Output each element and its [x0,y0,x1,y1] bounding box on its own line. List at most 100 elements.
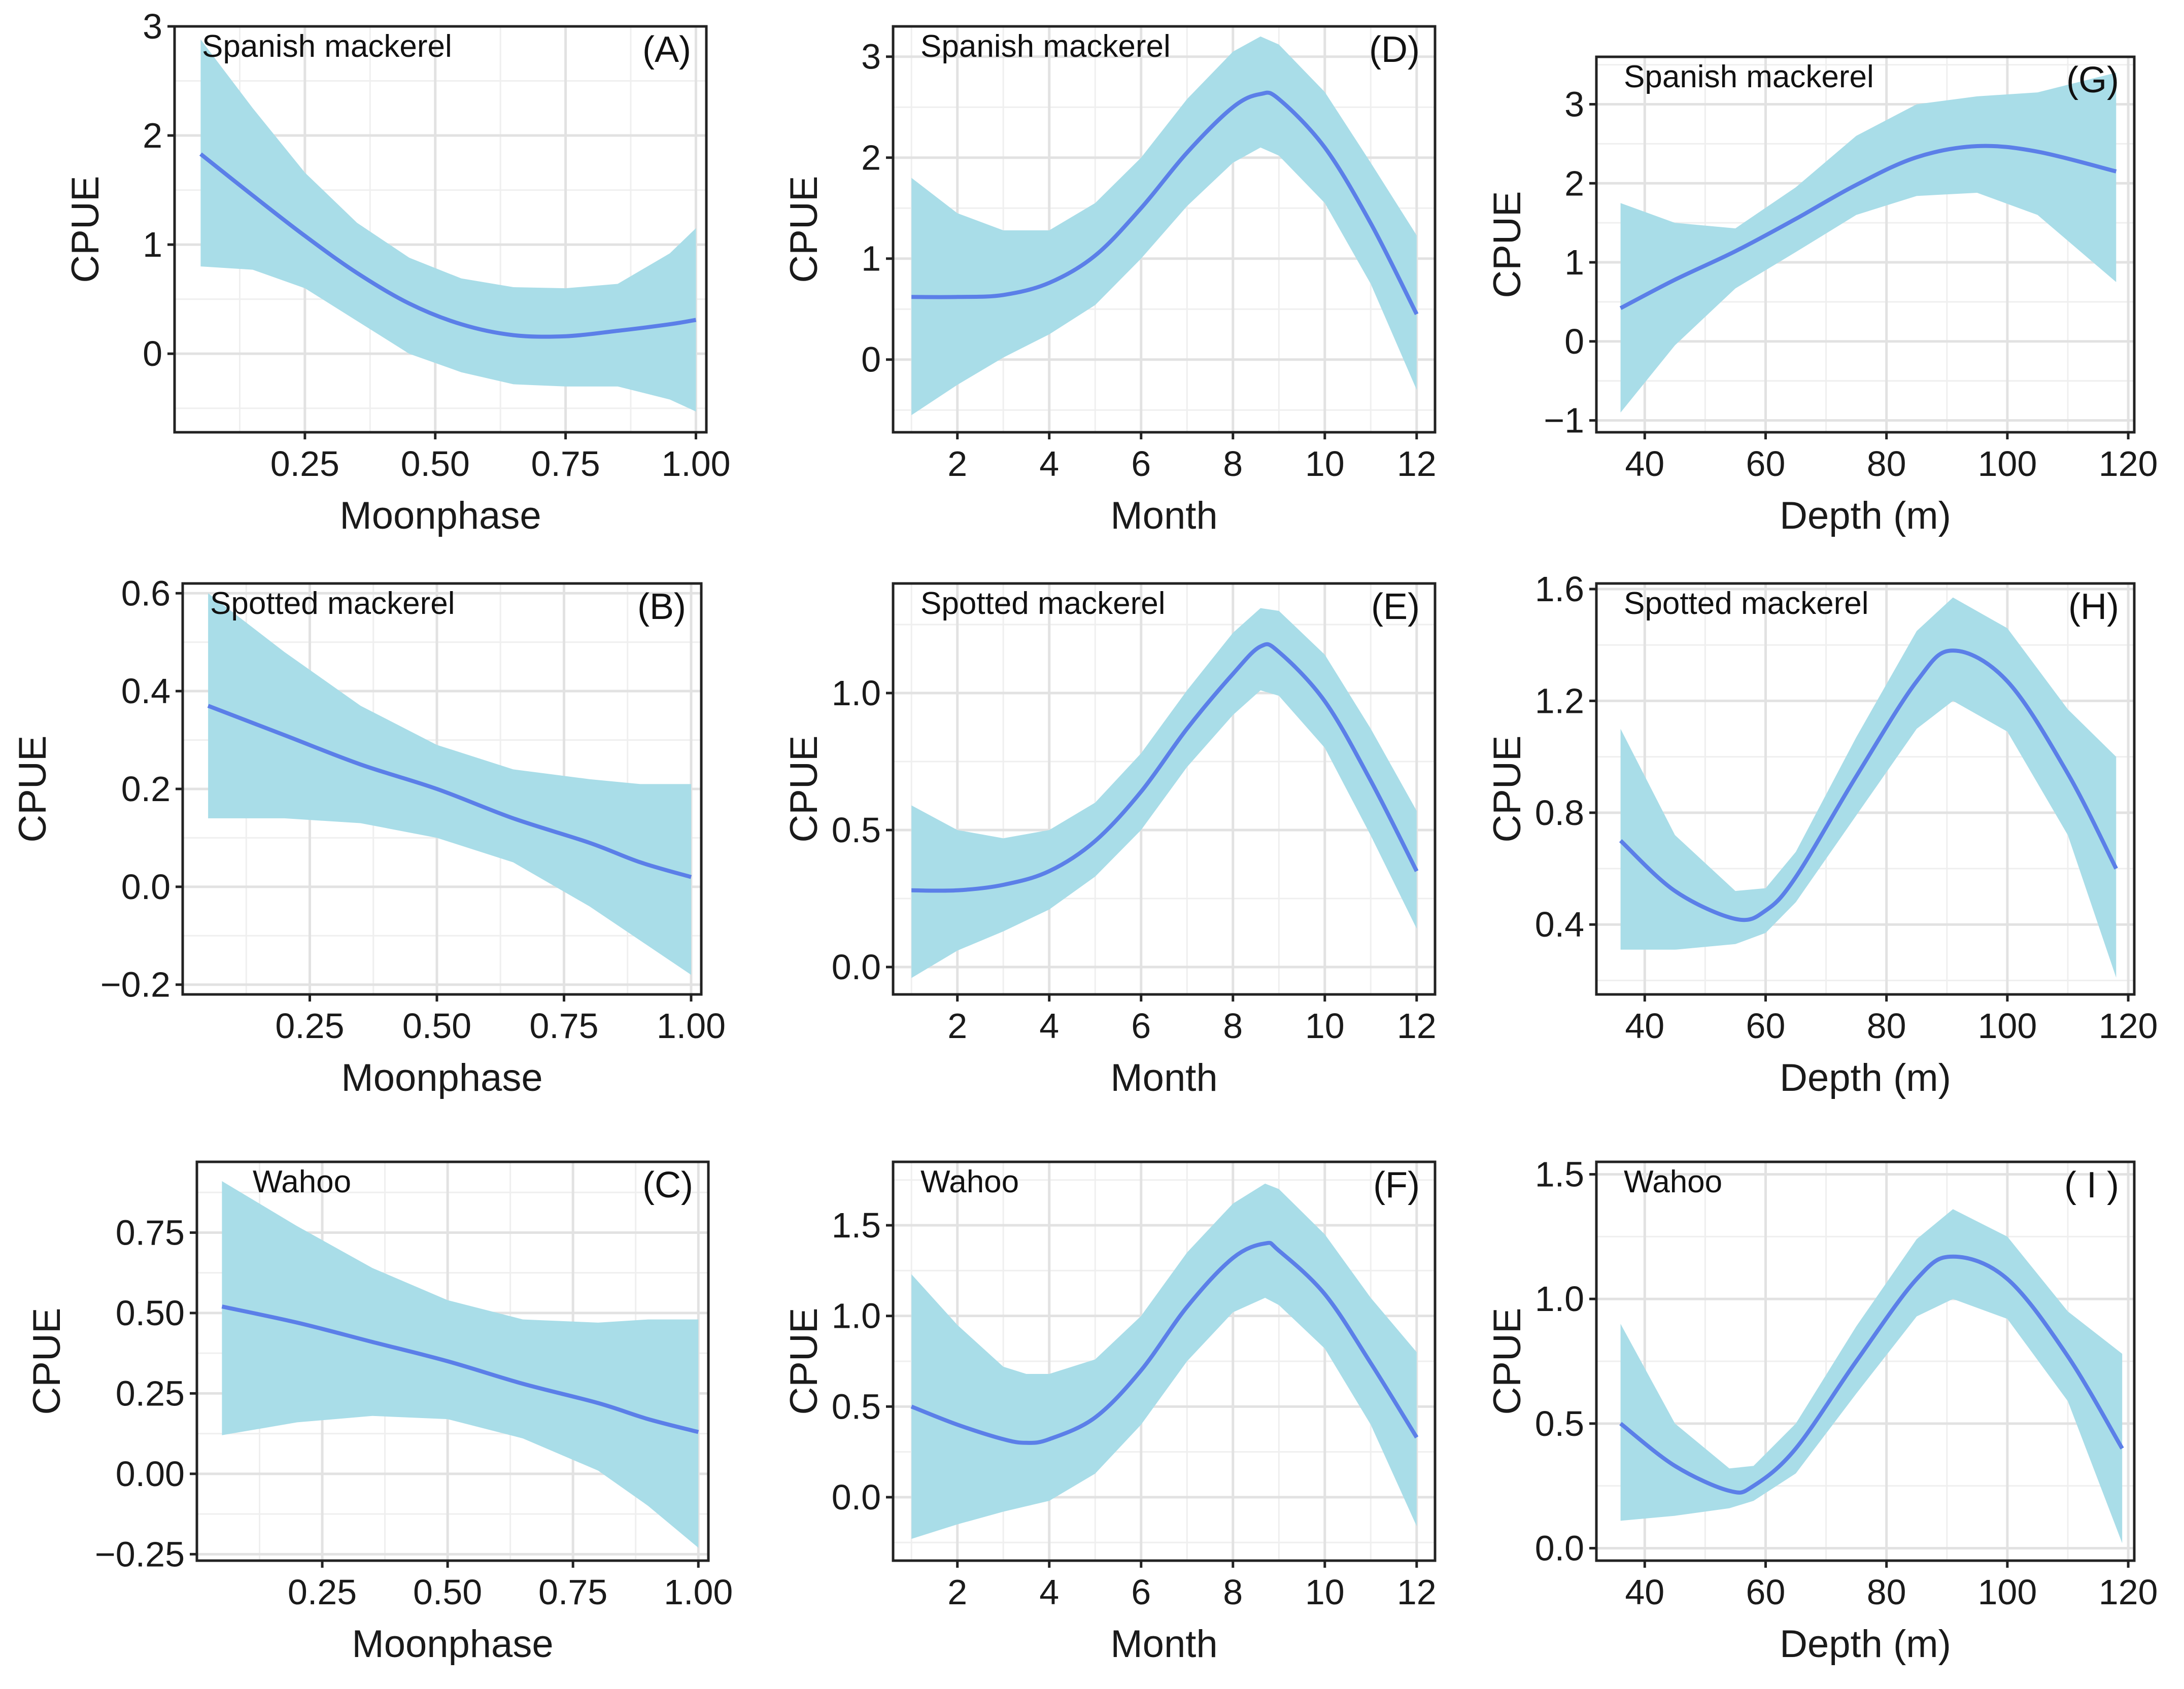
y-tick-label: 1.0 [832,673,881,713]
y-tick-label: 1 [143,225,162,264]
y-tick-label: 2 [1564,163,1584,203]
y-tick-label: 1.0 [1535,1279,1584,1319]
x-tick-label: 2 [947,1572,967,1612]
x-tick-label: 80 [1867,444,1906,484]
plot-frame [1595,1160,2136,1562]
y-tick-label: 0.0 [832,947,881,987]
x-tick-label: 40 [1625,1572,1664,1612]
y-tick-label: 1 [861,239,881,279]
x-tick-label: 100 [1977,444,2037,484]
confidence-ribbon [1620,1209,2123,1543]
species-label: Spanish mackerel [1624,59,1874,94]
x-axis-title: Depth (m) [1780,1623,1951,1666]
series-line [1619,144,2117,310]
x-axis-title: Depth (m) [1780,1056,1951,1099]
species-label: Wahoo [920,1164,1019,1199]
x-tick-label: 10 [1305,1006,1345,1046]
x-tick-label: 1.00 [657,1006,726,1046]
y-axis-title: CPUE [782,735,826,842]
x-tick-label: 60 [1746,1006,1786,1046]
series-line [910,1240,1419,1445]
series-line [207,704,692,879]
confidence-ribbon [911,608,1417,978]
plot-frame [195,1160,710,1562]
panel-tag: (G) [2066,60,2119,100]
y-tick-label: 3 [1564,84,1584,124]
panel-f: 2 4 6 8 10 12 0.0 0.5 1.0 1.5 Month CPUE Wahoo (F) [782,1160,1437,1666]
y-tick-label: 3 [861,37,881,77]
y-tick-label: 0 [861,340,881,380]
y-tick-label: 0.5 [832,810,881,850]
y-tick-label: 1.0 [832,1296,881,1336]
x-tick-label: 120 [2099,1572,2158,1612]
series-line [911,642,1419,893]
x-tick-label: 8 [1223,444,1243,484]
y-tick-label: 0.00 [116,1454,185,1494]
panel-c: 0.25 0.50 0.75 1.00 −0.25 0.00 0.25 0.50 0.75 Moo… [25,1160,733,1666]
series-line [911,90,1419,316]
x-tick-label: 0.50 [402,1006,471,1046]
series-line [199,152,697,339]
x-tick-label: 0.50 [413,1572,482,1612]
x-tick-label: 0.25 [288,1572,357,1612]
species-label: Spanish mackerel [202,29,452,64]
y-tick-label: 0.25 [116,1373,185,1413]
y-tick-label: 2 [861,138,881,178]
y-tick-label: 0.6 [121,573,170,613]
x-tick-label: 12 [1397,1006,1437,1046]
y-tick-label: 0.0 [832,1477,881,1517]
x-tick-label: 120 [2099,1006,2158,1046]
x-tick-label: 0.50 [401,444,470,484]
x-tick-label: 4 [1039,444,1059,484]
series-line [1619,1254,2124,1495]
x-tick-label: 0.75 [529,1006,598,1046]
y-tick-label: 2 [143,116,162,155]
x-axis-title: Moonphase [339,494,541,537]
species-label: Wahoo [253,1164,351,1199]
y-tick-label: 1.2 [1535,681,1584,720]
confidence-ribbon [1620,597,2117,978]
x-tick-label: 4 [1039,1572,1059,1612]
y-tick-label: 0.5 [832,1387,881,1426]
x-tick-label: 8 [1223,1006,1243,1046]
plot-frame [173,25,708,434]
y-axis-title: CPUE [1486,191,1529,298]
x-tick-label: 0.75 [531,444,600,484]
x-tick-label: 6 [1131,1006,1151,1046]
species-label: Spotted mackerel [210,586,455,621]
y-tick-label: 0.50 [116,1293,185,1333]
x-axis-title: Month [1110,494,1217,537]
x-tick-label: 10 [1305,444,1345,484]
x-tick-label: 80 [1867,1572,1906,1612]
x-axis-title: Moonphase [341,1056,542,1099]
y-axis-title: CPUE [1486,1307,1529,1415]
panel-tag: (D) [1369,29,1420,70]
y-tick-label: 0.4 [1535,905,1584,944]
y-tick-label: 0.75 [116,1213,185,1252]
x-tick-label: 1.00 [661,444,730,484]
x-axis-title: Month [1110,1056,1217,1099]
y-tick-label: 0.8 [1535,793,1584,833]
series-line [221,1304,699,1434]
y-tick-label: 0.4 [121,671,170,711]
panel-h: 40 60 80 100 120 0.4 0.8 1.2 1.6 Depth (m) CPUE Spo… [1486,569,2158,1099]
confidence-ribbon [200,39,696,412]
panel-i: 40 60 80 100 120 0.0 0.5 1.0 1.5 Depth (m) CPUE Wah… [1486,1155,2158,1666]
species-label: Wahoo [1624,1164,1722,1199]
x-tick-label: 120 [2099,444,2158,484]
plot-frame [1595,55,2136,434]
x-tick-label: 40 [1625,1006,1664,1046]
y-tick-label: 1 [1564,243,1584,282]
x-tick-label: 100 [1977,1006,2037,1046]
plot-frame [892,25,1437,434]
y-axis-title: CPUE [782,176,826,283]
panel-tag: (C) [642,1165,693,1205]
y-axis-title: CPUE [782,1307,826,1415]
x-tick-label: 80 [1867,1006,1906,1046]
y-tick-label: 1.5 [832,1205,881,1245]
y-tick-label: 0 [143,334,162,373]
x-tick-label: 2 [947,444,967,484]
y-tick-label: −0.25 [95,1534,185,1574]
